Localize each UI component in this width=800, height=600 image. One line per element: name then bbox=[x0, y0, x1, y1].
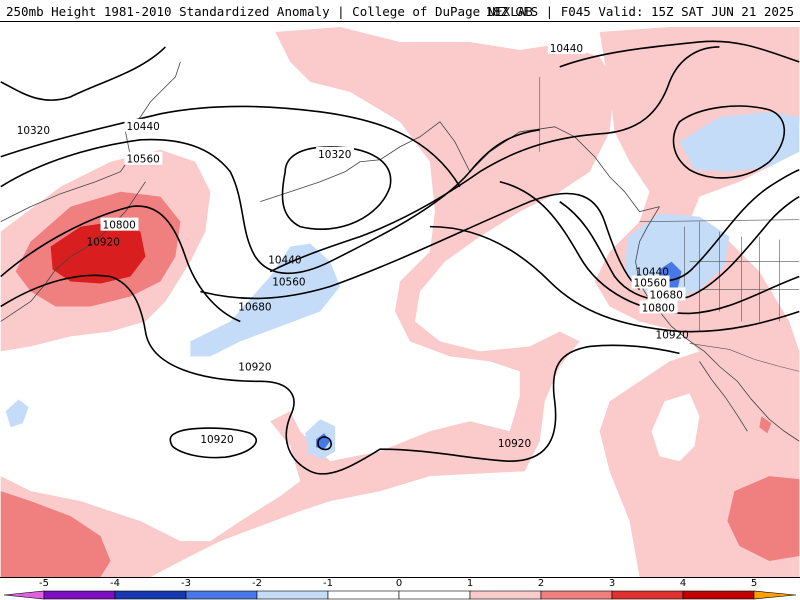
contour-label: 10440 bbox=[126, 121, 159, 133]
anomaly-neg1-canada bbox=[679, 111, 800, 172]
anomaly-pos3-east-asia bbox=[50, 221, 146, 284]
anomaly-neg1-west bbox=[5, 399, 29, 428]
coastline-baja bbox=[699, 361, 748, 432]
colorbar-tick: -2 bbox=[252, 578, 262, 589]
contour-label: 10320 bbox=[17, 125, 50, 137]
border-us-mexico bbox=[689, 343, 800, 372]
contour-label: 10680 bbox=[650, 290, 683, 302]
contour-label: 10440 bbox=[636, 267, 669, 279]
contour-label: 10440 bbox=[268, 255, 301, 267]
contour-label: 10920 bbox=[238, 361, 271, 373]
contour-label: 10320 bbox=[318, 149, 351, 161]
contour-canada-loop bbox=[672, 105, 785, 179]
colorbar-tick: 4 bbox=[680, 578, 686, 589]
anomaly-map: 10320 10440 10560 10800 10920 10320 1044… bbox=[0, 22, 800, 578]
colorbar-tick-labels: -5 -4 -3 -2 -1 0 1 2 3 4 5 bbox=[39, 578, 757, 589]
coastline-alaska bbox=[260, 121, 660, 213]
colorbar-tick: 1 bbox=[467, 578, 473, 589]
contour-10440-east bbox=[639, 168, 800, 282]
colorbar-swatch-zero bbox=[398, 590, 471, 600]
coastline-north-america bbox=[635, 206, 800, 442]
map-header: 250mb Height 1981-2010 Standardized Anom… bbox=[0, 0, 800, 22]
colorbar-tick: 5 bbox=[751, 578, 757, 589]
contour-hawaii-small bbox=[317, 436, 332, 451]
contour-label: 10560 bbox=[126, 154, 159, 166]
colorbar-swatch-neg1 bbox=[327, 590, 400, 600]
contour-10920-closed bbox=[169, 427, 257, 459]
contour-10440-west bbox=[0, 105, 461, 188]
contour-label: 10560 bbox=[634, 278, 667, 290]
colorbar-swatch-neg4 bbox=[114, 590, 187, 600]
anomaly-pos2-mexico bbox=[759, 416, 772, 434]
contour-10320-nw bbox=[0, 46, 166, 101]
run-valid-time: 18Z GFS | F045 Valid: 15Z SAT JUN 21 202… bbox=[485, 4, 794, 19]
contour-10800-east bbox=[429, 225, 800, 333]
colorbar-swatch-neg2 bbox=[256, 590, 329, 600]
height-contours bbox=[0, 40, 800, 475]
contour-label: 10800 bbox=[642, 302, 675, 314]
contour-label: 10920 bbox=[656, 329, 689, 341]
anomaly-pos2-se bbox=[727, 476, 800, 562]
map-title: 250mb Height 1981-2010 Standardized Anom… bbox=[6, 4, 533, 19]
colorbar-tick: -4 bbox=[110, 578, 120, 589]
colorbar-swatch-above-pos5 bbox=[753, 590, 797, 600]
colorbar-swatch-neg5 bbox=[43, 590, 116, 600]
colorbar-swatch-pos1 bbox=[469, 590, 542, 600]
contour-label: 10800 bbox=[103, 220, 136, 232]
contour-10680-east bbox=[499, 180, 800, 315]
contour-label: 10920 bbox=[87, 237, 120, 249]
colorbar-tick: -1 bbox=[323, 578, 333, 589]
anomaly-pos2-sw bbox=[0, 491, 111, 577]
border-states bbox=[684, 221, 800, 332]
border-us-canada bbox=[539, 76, 800, 222]
anomaly-shading bbox=[0, 26, 800, 577]
coastlines bbox=[0, 61, 800, 442]
contour-10440-center bbox=[269, 46, 720, 273]
contour-labels: 10320 10440 10560 10800 10920 10320 1044… bbox=[14, 40, 689, 450]
contour-label: 10680 bbox=[238, 301, 271, 313]
colorbar-tick: 2 bbox=[538, 578, 544, 589]
colorbar-tick: 3 bbox=[609, 578, 615, 589]
borders bbox=[539, 76, 800, 372]
contour-10560-east bbox=[559, 195, 800, 302]
colorbar-swatch-pos4 bbox=[682, 590, 755, 600]
colorbar-swatches bbox=[3, 590, 797, 600]
contour-label: 10560 bbox=[272, 277, 305, 289]
colorbar-swatch-below-neg5 bbox=[3, 590, 45, 600]
colorbar-swatch-pos3 bbox=[611, 590, 684, 600]
contour-10920-west bbox=[0, 274, 680, 475]
contour-label: 10920 bbox=[200, 434, 233, 446]
colorbar-tick: -3 bbox=[181, 578, 191, 589]
colorbar-swatch-pos2 bbox=[540, 590, 613, 600]
contour-10680-center bbox=[200, 192, 641, 300]
colorbar-tick: 0 bbox=[396, 578, 402, 589]
colorbar-swatch-neg3 bbox=[185, 590, 258, 600]
contour-10560-west bbox=[0, 129, 540, 275]
anomaly-colorbar: -5 -4 -3 -2 -1 0 1 2 3 4 5 bbox=[3, 578, 797, 600]
anomaly-pos1-north bbox=[0, 26, 615, 577]
contour-label: 10440 bbox=[550, 43, 583, 55]
contour-label: 10920 bbox=[498, 438, 531, 450]
colorbar-tick: -5 bbox=[39, 578, 49, 589]
anomaly-neutral-pocket bbox=[651, 393, 700, 462]
contour-10440-ne bbox=[559, 40, 800, 68]
